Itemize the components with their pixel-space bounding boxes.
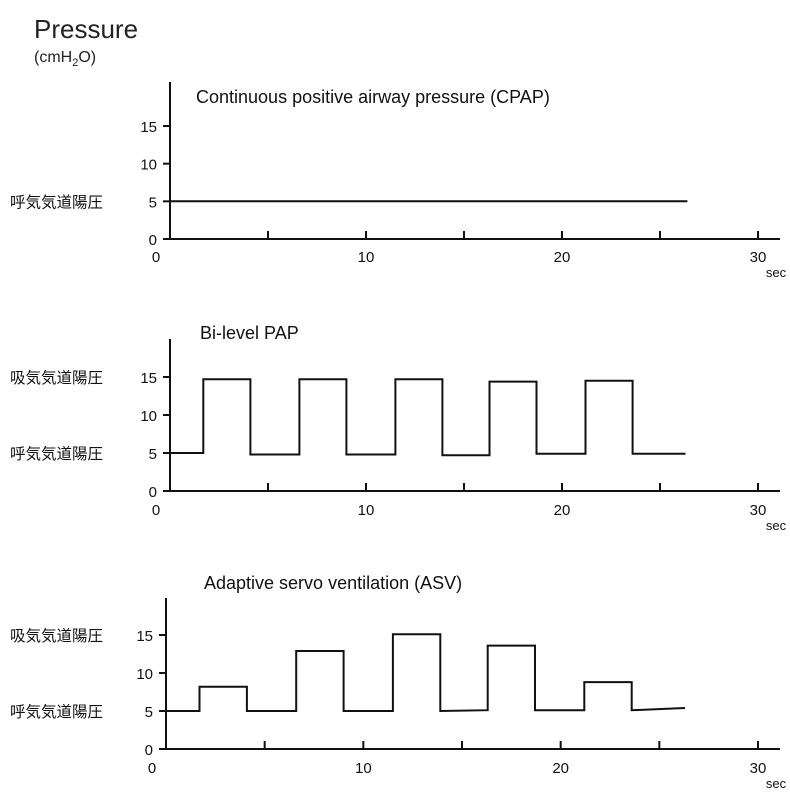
y-tick-label: 5: [145, 704, 153, 721]
page-title: Pressure: [34, 14, 139, 44]
pressure-level-label: 吸気気道陽圧: [10, 627, 103, 645]
unit-subscript: 2: [72, 57, 79, 70]
y-tick-label: 10: [136, 666, 153, 683]
unit-suffix: O): [78, 49, 97, 66]
x-axis-unit: sec: [766, 776, 787, 791]
page-unit-label: (cmH2O): [34, 49, 96, 69]
x-tick-label: 10: [358, 249, 375, 266]
x-tick-label: 0: [148, 760, 156, 777]
y-tick-label: 0: [149, 232, 157, 249]
x-tick-label: 30: [750, 249, 767, 266]
x-tick-label: 10: [355, 760, 372, 777]
y-tick-label: 0: [145, 742, 153, 759]
pressure-level-label: 吸気気道陽圧: [10, 369, 103, 387]
y-tick-label: 15: [140, 119, 157, 136]
y-tick-label: 15: [140, 370, 157, 387]
x-tick-label: 30: [750, 760, 767, 777]
chart-title: Adaptive servo ventilation (ASV): [204, 573, 462, 593]
chart-panel-cpap: Continuous positive airway pressure (CPA…: [10, 82, 787, 280]
x-tick-label: 20: [554, 249, 571, 266]
y-tick-label: 10: [140, 157, 157, 174]
chart-panel-asv: Adaptive servo ventilation (ASV) 0 5 10 15 0 1…: [10, 573, 787, 791]
unit-prefix: (cmH: [34, 49, 73, 66]
chart-title: Continuous positive airway pressure (CPA…: [196, 87, 550, 107]
pressure-level-label: 呼気気道陽圧: [10, 703, 103, 721]
x-tick-label: 0: [152, 502, 160, 519]
pressure-level-label: 呼気気道陽圧: [10, 445, 103, 463]
pressure-trace: [166, 633, 686, 713]
y-tick-label: 0: [149, 484, 157, 501]
x-axis-unit: sec: [766, 265, 787, 280]
y-tick-label: 10: [140, 408, 157, 425]
x-tick-label: 10: [358, 502, 375, 519]
pressure-level-label: 呼気気道陽圧: [10, 193, 103, 211]
y-tick-label: 15: [136, 628, 153, 645]
x-axis-unit: sec: [766, 518, 787, 533]
y-tick-label: 5: [149, 446, 157, 463]
x-tick-label: 0: [152, 249, 160, 266]
x-tick-label: 30: [750, 502, 767, 519]
pressure-trace: [170, 378, 686, 457]
y-tick-label: 5: [149, 194, 157, 211]
chart-title: Bi-level PAP: [200, 323, 299, 343]
x-tick-label: 20: [552, 760, 569, 777]
x-tick-label: 20: [554, 502, 571, 519]
